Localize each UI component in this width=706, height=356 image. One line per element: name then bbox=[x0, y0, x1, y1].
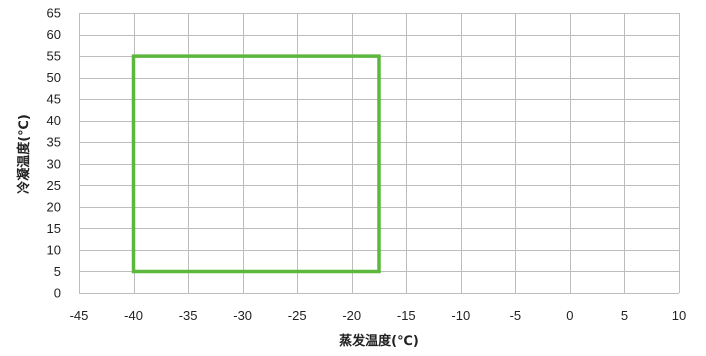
chart-series-layer bbox=[131, 54, 381, 274]
y-tick-label: 30 bbox=[47, 156, 61, 171]
y-tick-label: 45 bbox=[47, 92, 61, 107]
series-line bbox=[131, 54, 381, 274]
x-tick-label: -5 bbox=[510, 308, 522, 323]
x-tick-label: -15 bbox=[397, 308, 416, 323]
x-tick-label: -20 bbox=[342, 308, 361, 323]
x-tick-label: -10 bbox=[451, 308, 470, 323]
x-tick-label: -40 bbox=[124, 308, 143, 323]
x-tick-label: -25 bbox=[288, 308, 307, 323]
y-tick-label: 20 bbox=[47, 199, 61, 214]
x-tick-label: -45 bbox=[70, 308, 89, 323]
y-tick-label: 15 bbox=[47, 221, 61, 236]
x-tick-label: -30 bbox=[233, 308, 252, 323]
y-tick-label: 65 bbox=[47, 6, 61, 21]
y-tick-label: 25 bbox=[47, 178, 61, 193]
x-tick-label: -35 bbox=[179, 308, 198, 323]
y-tick-label: 35 bbox=[47, 135, 61, 150]
x-tick-label: 0 bbox=[566, 308, 573, 323]
y-axis-title: 冷凝温度(℃) bbox=[16, 114, 32, 194]
y-tick-label: 60 bbox=[47, 27, 61, 42]
y-tick-label: 50 bbox=[47, 70, 61, 85]
x-axis-ticks: -45 -40 -35 -30 -25 -20 -15 -10 -5 0 5 10 bbox=[70, 308, 687, 323]
x-tick-label: 5 bbox=[621, 308, 628, 323]
y-tick-label: 10 bbox=[47, 242, 61, 257]
x-tick-label: 10 bbox=[672, 308, 686, 323]
y-tick-label: 55 bbox=[47, 49, 61, 64]
x-axis-title: 蒸发温度(℃) bbox=[339, 333, 419, 349]
y-tick-label: 0 bbox=[54, 286, 61, 301]
y-tick-label: 40 bbox=[47, 113, 61, 128]
y-tick-label: 5 bbox=[54, 264, 61, 279]
y-axis-ticks: 0 5 10 15 20 25 30 35 40 45 50 55 60 65 bbox=[47, 6, 61, 301]
